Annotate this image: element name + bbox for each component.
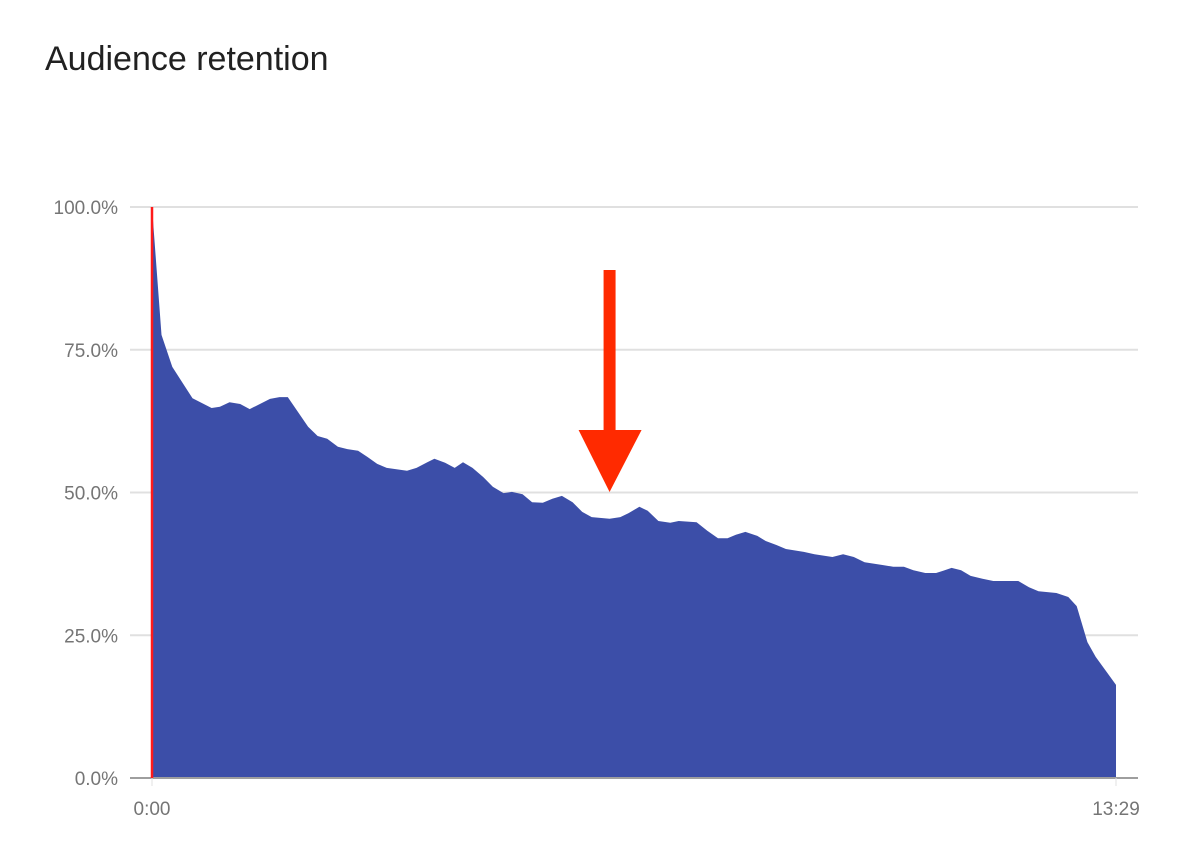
y-tick-label: 100.0% bbox=[54, 198, 119, 219]
y-tick-label: 75.0% bbox=[64, 341, 118, 362]
x-tick-label: 0:00 bbox=[134, 799, 171, 820]
retention-area bbox=[152, 207, 1116, 778]
chart-title: Audience retention bbox=[45, 40, 329, 78]
y-tick-label: 0.0% bbox=[75, 769, 118, 790]
y-tick-label: 50.0% bbox=[64, 484, 118, 505]
annotation-arrow-down bbox=[578, 270, 642, 492]
x-tick-label: 13:29 bbox=[1092, 799, 1140, 820]
y-tick-label: 25.0% bbox=[64, 626, 118, 647]
